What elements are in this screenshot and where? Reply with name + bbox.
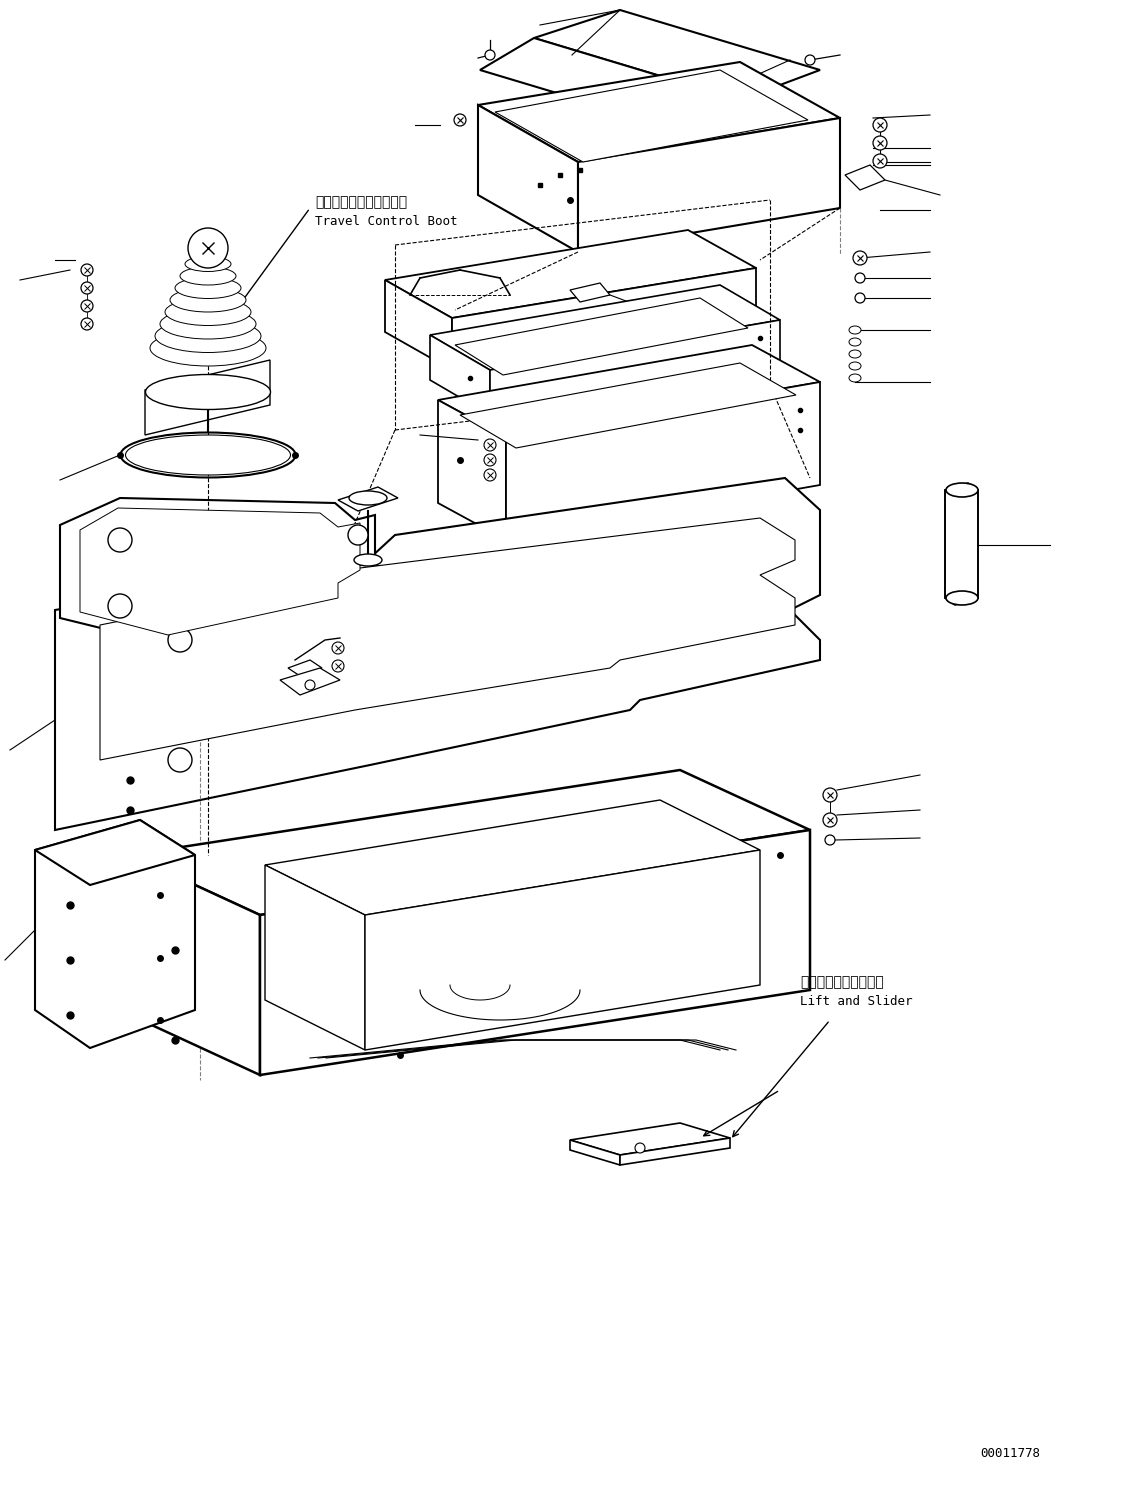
Polygon shape: [365, 850, 760, 1050]
Text: Lift and Slider: Lift and Slider: [800, 995, 913, 1008]
Ellipse shape: [168, 628, 192, 652]
Ellipse shape: [332, 642, 345, 654]
Ellipse shape: [849, 338, 861, 345]
Ellipse shape: [484, 454, 496, 466]
Ellipse shape: [873, 118, 887, 133]
Ellipse shape: [946, 591, 978, 605]
Text: 00011778: 00011778: [980, 1447, 1040, 1461]
Ellipse shape: [332, 660, 345, 672]
Polygon shape: [338, 487, 398, 511]
Ellipse shape: [855, 293, 865, 302]
Polygon shape: [288, 660, 322, 676]
Polygon shape: [385, 280, 453, 369]
Polygon shape: [265, 800, 760, 916]
Ellipse shape: [171, 287, 246, 313]
Polygon shape: [146, 360, 269, 435]
Ellipse shape: [190, 246, 226, 258]
Ellipse shape: [121, 432, 296, 478]
Ellipse shape: [484, 439, 496, 451]
Ellipse shape: [873, 135, 887, 150]
Ellipse shape: [155, 320, 262, 353]
Ellipse shape: [81, 264, 93, 275]
Ellipse shape: [108, 594, 132, 618]
Polygon shape: [438, 345, 820, 436]
Ellipse shape: [823, 788, 837, 803]
Text: Travel Control Boot: Travel Control Boot: [315, 214, 457, 228]
Ellipse shape: [946, 482, 978, 497]
Ellipse shape: [81, 299, 93, 313]
Polygon shape: [265, 865, 365, 1050]
Ellipse shape: [849, 374, 861, 383]
Ellipse shape: [354, 554, 382, 566]
Ellipse shape: [125, 435, 290, 475]
Polygon shape: [570, 1123, 730, 1155]
Ellipse shape: [823, 813, 837, 826]
Polygon shape: [620, 1138, 730, 1164]
Polygon shape: [60, 497, 375, 645]
Polygon shape: [80, 508, 360, 634]
Ellipse shape: [849, 362, 861, 369]
Ellipse shape: [349, 491, 387, 505]
Ellipse shape: [484, 469, 496, 481]
Ellipse shape: [165, 298, 251, 326]
Polygon shape: [480, 39, 740, 130]
Polygon shape: [385, 229, 756, 319]
Ellipse shape: [175, 277, 241, 298]
Polygon shape: [280, 669, 340, 695]
Polygon shape: [478, 63, 840, 162]
Ellipse shape: [634, 1144, 645, 1152]
Polygon shape: [945, 482, 978, 605]
Polygon shape: [35, 820, 196, 884]
Ellipse shape: [180, 267, 236, 284]
Polygon shape: [130, 770, 810, 916]
Ellipse shape: [849, 326, 861, 334]
Polygon shape: [506, 383, 820, 541]
Polygon shape: [100, 518, 795, 759]
Ellipse shape: [160, 310, 256, 339]
Ellipse shape: [873, 153, 887, 168]
Ellipse shape: [805, 55, 815, 66]
Polygon shape: [570, 1141, 620, 1164]
Polygon shape: [460, 363, 796, 448]
Polygon shape: [130, 855, 260, 1075]
Polygon shape: [35, 820, 196, 1048]
Polygon shape: [845, 165, 885, 191]
Ellipse shape: [485, 51, 495, 60]
Ellipse shape: [454, 115, 466, 127]
Ellipse shape: [305, 680, 315, 689]
Ellipse shape: [855, 272, 865, 283]
Polygon shape: [430, 335, 490, 415]
Polygon shape: [534, 10, 820, 100]
Polygon shape: [260, 829, 810, 1075]
Ellipse shape: [825, 835, 835, 844]
Ellipse shape: [150, 331, 266, 366]
Text: 走行コントロールブート: 走行コントロールブート: [315, 195, 407, 208]
Ellipse shape: [348, 526, 368, 545]
Ellipse shape: [188, 228, 229, 268]
Polygon shape: [430, 284, 780, 369]
Ellipse shape: [168, 747, 192, 771]
Polygon shape: [478, 106, 578, 252]
Polygon shape: [438, 401, 506, 541]
Polygon shape: [455, 298, 748, 375]
Polygon shape: [55, 478, 820, 829]
Polygon shape: [495, 70, 808, 162]
Ellipse shape: [146, 375, 271, 409]
Ellipse shape: [81, 281, 93, 293]
Ellipse shape: [853, 252, 868, 265]
Polygon shape: [453, 268, 756, 369]
Polygon shape: [490, 320, 780, 415]
Text: リフトおよびスライダ: リフトおよびスライダ: [800, 975, 883, 989]
Ellipse shape: [108, 529, 132, 552]
Polygon shape: [570, 283, 609, 302]
Polygon shape: [578, 118, 840, 252]
Ellipse shape: [185, 256, 231, 271]
Ellipse shape: [849, 350, 861, 357]
Ellipse shape: [81, 319, 93, 331]
